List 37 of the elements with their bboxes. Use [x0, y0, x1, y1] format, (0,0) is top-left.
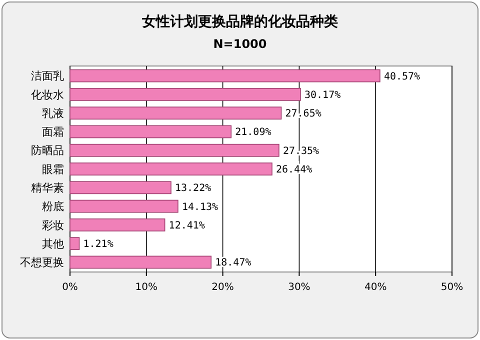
y-tick-label: 精华素	[31, 181, 64, 194]
y-tick-label: 防晒品	[31, 144, 64, 158]
chart-title: 女性计划更换品牌的化妆品种类	[141, 14, 338, 30]
bar	[70, 88, 301, 101]
bar	[70, 106, 282, 120]
bar	[70, 200, 178, 213]
data-label: 12.41%	[168, 220, 205, 232]
data-label: 21.09%	[235, 127, 272, 138]
x-tick-label: 30%	[288, 282, 310, 293]
y-tick-label: 面霜	[42, 126, 64, 139]
data-label: 40.57%	[384, 71, 420, 82]
y-tick-label: 洁面乳	[31, 70, 64, 83]
y-tick-label: 眼霜	[42, 162, 64, 176]
y-tick-label: 彩妆	[42, 218, 64, 232]
x-tick-label: 10%	[135, 282, 158, 293]
x-tick-label: 0%	[62, 282, 78, 293]
bar	[70, 218, 166, 232]
data-label: 14.13%	[182, 202, 218, 213]
bar	[70, 125, 232, 138]
bar	[70, 237, 80, 250]
bar	[70, 256, 212, 269]
y-tick-label: 乳液	[42, 106, 64, 120]
y-tick-label: 化妆水	[31, 88, 64, 102]
x-tick-label: 50%	[440, 282, 464, 293]
x-tick-label: 40%	[364, 282, 387, 293]
bar	[70, 144, 280, 157]
y-tick-label: 不想更换	[20, 256, 64, 270]
chart-subtitle: N=1000	[213, 37, 267, 51]
y-tick-label: 其他	[42, 237, 64, 250]
y-tick-label: 粉底	[42, 200, 64, 214]
bar	[70, 162, 272, 176]
data-label: 13.22%	[175, 183, 212, 194]
x-tick-label: 20%	[212, 282, 234, 293]
data-label: 1.21%	[83, 239, 114, 250]
bar	[70, 181, 172, 194]
data-label: 30.17%	[304, 90, 341, 101]
bar	[70, 69, 380, 82]
